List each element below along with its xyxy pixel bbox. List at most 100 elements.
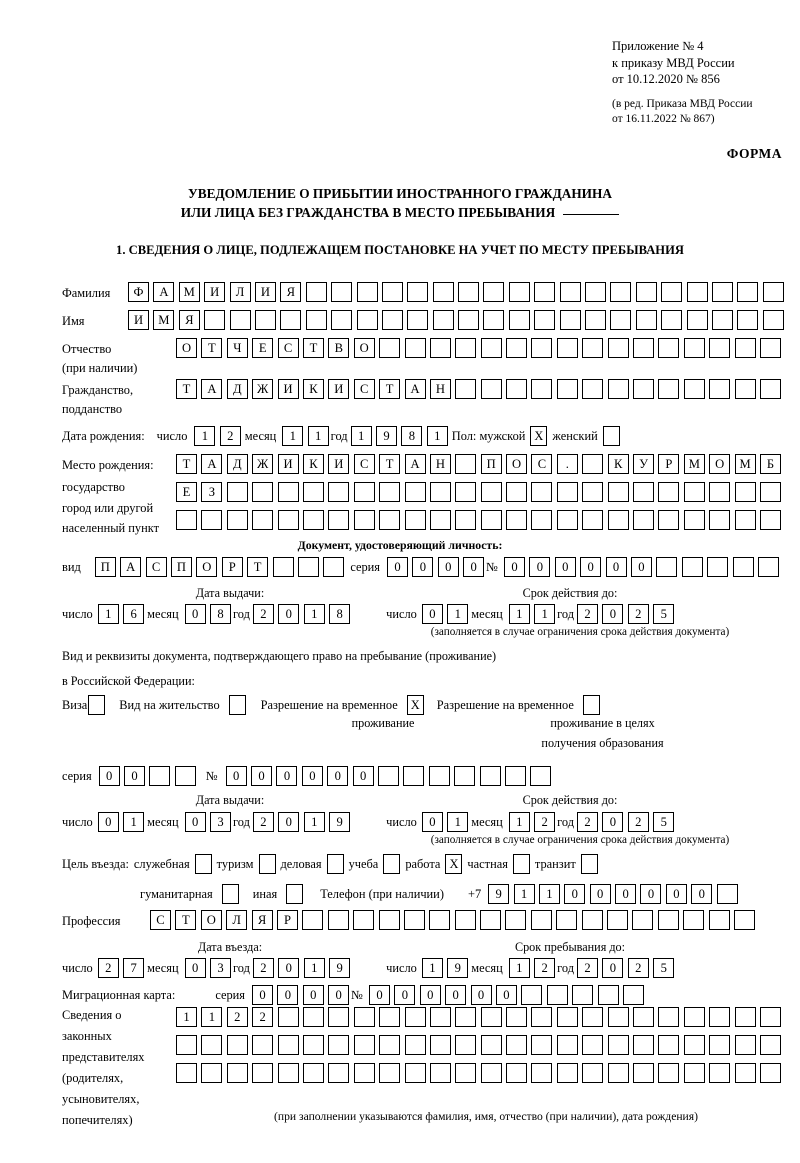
char-cell[interactable] (429, 910, 451, 930)
char-cell[interactable] (759, 1035, 781, 1055)
char-cell[interactable] (506, 338, 528, 358)
char-cell[interactable] (479, 766, 501, 786)
char-cell[interactable] (429, 482, 451, 502)
char-cell[interactable] (531, 1035, 553, 1055)
char-cell[interactable] (762, 310, 784, 330)
char-cell[interactable]: 9 (329, 958, 351, 978)
char-cell[interactable] (633, 379, 655, 399)
char-cell[interactable] (328, 1007, 350, 1027)
char-cell[interactable] (353, 1035, 375, 1055)
char-cell[interactable] (572, 985, 594, 1005)
purpose-business-checkbox[interactable] (326, 854, 344, 874)
char-cell[interactable] (556, 1063, 578, 1083)
char-cell[interactable]: 2 (577, 604, 599, 624)
char-cell[interactable] (534, 282, 556, 302)
char-cell[interactable] (455, 454, 477, 474)
char-cell[interactable]: 0 (98, 766, 120, 786)
char-cell[interactable] (432, 310, 454, 330)
char-cell[interactable] (607, 1007, 629, 1027)
char-cell[interactable] (711, 310, 733, 330)
char-cell[interactable]: 0 (564, 884, 586, 904)
char-cell[interactable] (732, 557, 754, 577)
char-cell[interactable] (327, 910, 349, 930)
char-cell[interactable] (661, 310, 683, 330)
char-cell[interactable]: Б (759, 454, 781, 474)
char-cell[interactable] (323, 557, 345, 577)
char-cell[interactable] (633, 338, 655, 358)
char-cell[interactable]: 0 (225, 766, 247, 786)
char-cell[interactable]: 0 (589, 884, 611, 904)
char-cell[interactable] (407, 282, 429, 302)
char-cell[interactable] (531, 379, 553, 399)
char-cell[interactable]: Т (379, 454, 401, 474)
char-cell[interactable] (582, 379, 604, 399)
char-cell[interactable]: 0 (421, 812, 443, 832)
char-cell[interactable] (762, 282, 784, 302)
char-cell[interactable] (353, 910, 375, 930)
char-cell[interactable]: 0 (580, 557, 602, 577)
char-cell[interactable]: Ж (252, 454, 274, 474)
char-cell[interactable]: Т (176, 454, 197, 474)
char-cell[interactable]: К (302, 379, 324, 399)
char-cell[interactable] (353, 1007, 375, 1027)
char-cell[interactable]: 0 (252, 985, 273, 1005)
char-cell[interactable] (531, 510, 553, 530)
char-cell[interactable]: 0 (602, 604, 624, 624)
char-cell[interactable] (582, 338, 604, 358)
char-cell[interactable]: А (201, 379, 223, 399)
char-cell[interactable]: 0 (504, 557, 525, 577)
purpose-official-checkbox[interactable] (194, 854, 212, 874)
char-cell[interactable] (331, 310, 353, 330)
char-cell[interactable]: 2 (97, 958, 119, 978)
sex-female-checkbox[interactable] (602, 426, 620, 446)
char-cell[interactable] (302, 910, 324, 930)
char-cell[interactable] (633, 1063, 655, 1083)
char-cell[interactable]: 0 (412, 557, 434, 577)
char-cell[interactable] (658, 482, 680, 502)
char-cell[interactable] (328, 482, 350, 502)
char-cell[interactable] (480, 338, 502, 358)
char-cell[interactable]: 0 (691, 884, 713, 904)
char-cell[interactable]: М (178, 282, 200, 302)
char-cell[interactable] (480, 1063, 502, 1083)
char-cell[interactable] (176, 1035, 197, 1055)
char-cell[interactable]: 3 (210, 812, 232, 832)
char-cell[interactable]: 0 (665, 884, 687, 904)
char-cell[interactable] (458, 310, 480, 330)
legal-rep-cells-row-3[interactable] (176, 1063, 781, 1083)
char-cell[interactable] (506, 1007, 528, 1027)
char-cell[interactable] (302, 510, 324, 530)
char-cell[interactable] (356, 310, 378, 330)
char-cell[interactable] (226, 510, 248, 530)
char-cell[interactable]: Я (280, 282, 302, 302)
char-cell[interactable] (556, 910, 578, 930)
char-cell[interactable] (661, 282, 683, 302)
char-cell[interactable] (201, 510, 223, 530)
char-cell[interactable] (759, 1063, 781, 1083)
char-cell[interactable]: 1 (421, 958, 443, 978)
char-cell[interactable]: П (480, 454, 502, 474)
char-cell[interactable]: Н (429, 454, 451, 474)
char-cell[interactable]: И (328, 454, 350, 474)
char-cell[interactable] (734, 1063, 756, 1083)
char-cell[interactable] (737, 282, 759, 302)
purpose-work-checkbox[interactable]: X (445, 854, 463, 874)
char-cell[interactable]: 0 (327, 766, 349, 786)
char-cell[interactable] (378, 766, 400, 786)
char-cell[interactable] (252, 1035, 274, 1055)
char-cell[interactable] (404, 1007, 426, 1027)
char-cell[interactable] (305, 282, 327, 302)
char-cell[interactable] (709, 379, 731, 399)
char-cell[interactable] (455, 1063, 477, 1083)
sex-male-checkbox[interactable]: X (530, 426, 548, 446)
